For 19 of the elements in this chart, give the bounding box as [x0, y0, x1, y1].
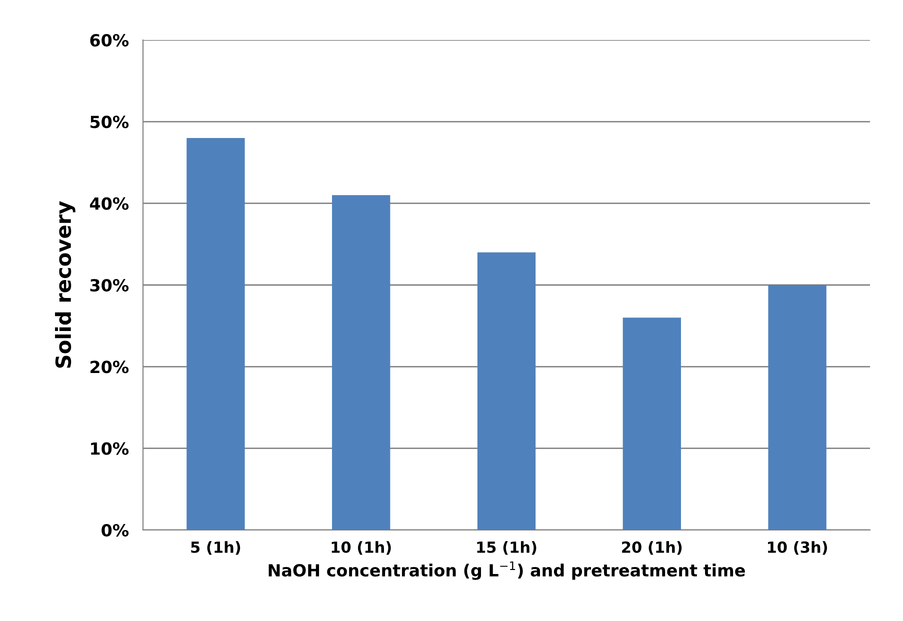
x-tick-label: 15 (1h)	[477, 541, 536, 555]
y-tick-label: 20%	[90, 360, 129, 374]
bar	[768, 285, 826, 530]
bar	[186, 138, 245, 530]
y-tick-label: 60%	[90, 34, 129, 47]
y-tick-label: 0%	[102, 524, 129, 537]
y-tick-label: 30%	[90, 278, 129, 292]
x-tick-label: 10 (3h)	[768, 541, 828, 555]
bar	[332, 195, 390, 530]
y-tick-label: 40%	[90, 197, 129, 210]
y-tick-label: 50%	[90, 116, 129, 128]
x-tick-label: 5 (1h)	[191, 541, 240, 555]
bar	[477, 252, 536, 530]
y-tick-label: 10%	[91, 442, 129, 455]
x-tick-label: 20 (1h)	[622, 541, 682, 555]
x-axis-title: NaOH concentration (g L$^{−1}$) and pretreatment time	[268, 561, 745, 580]
bar	[622, 318, 681, 530]
x-tick-label: 10 (1h)	[332, 541, 391, 555]
y-axis-title: Solid recovery	[55, 201, 76, 368]
